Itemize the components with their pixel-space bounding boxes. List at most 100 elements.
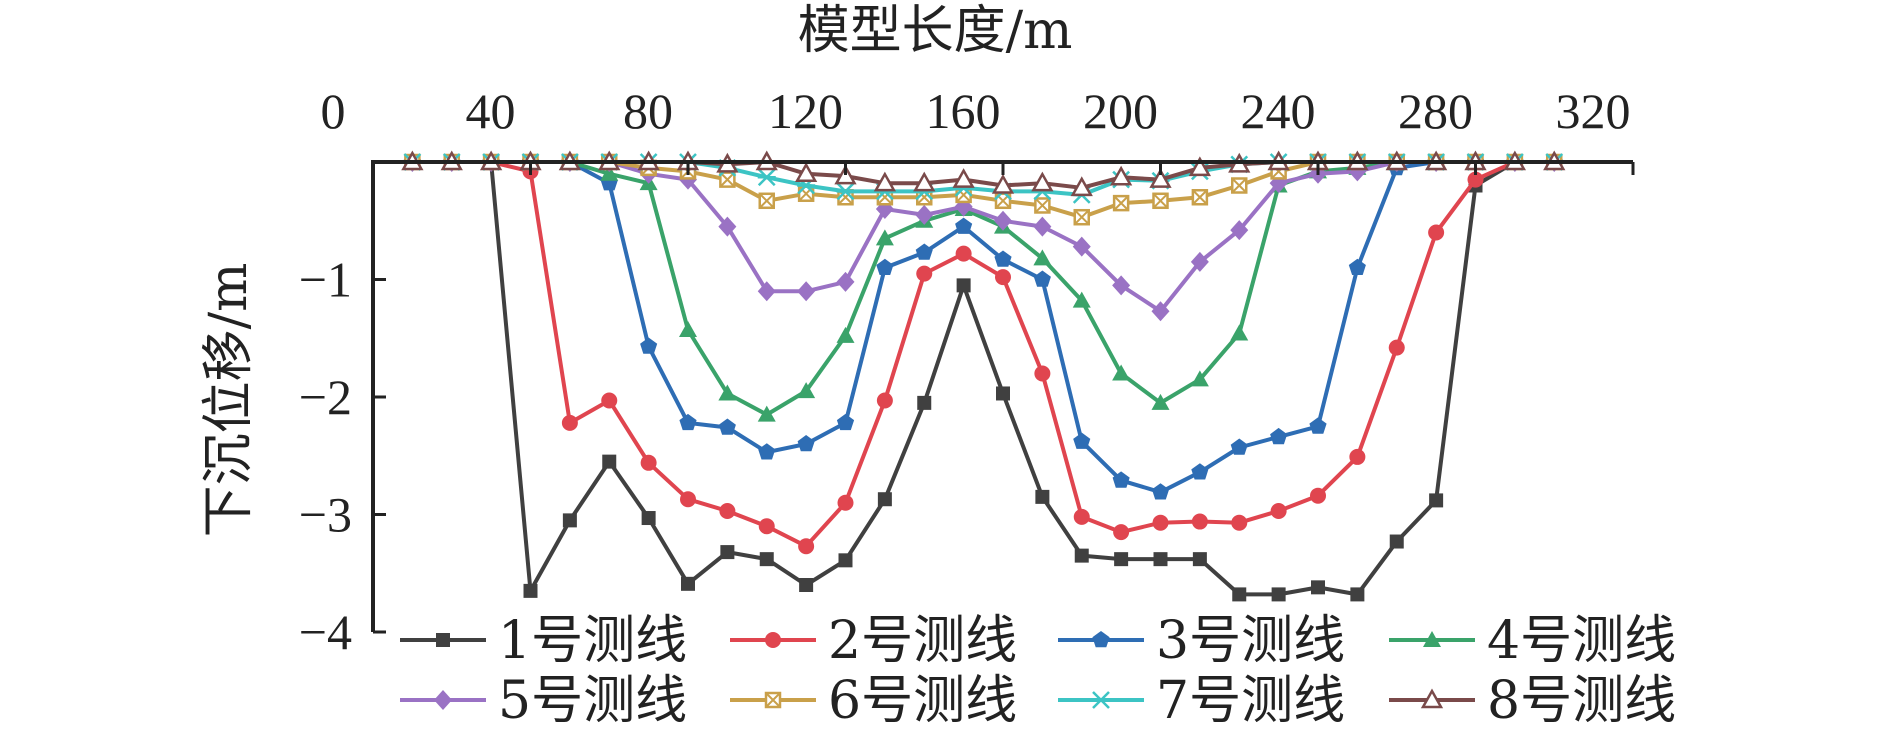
series-4-point [1112,364,1131,381]
series-2-point [1191,513,1208,530]
series-2-point [1113,524,1130,541]
series-1-point [1035,489,1050,504]
series-1-point [1192,552,1207,567]
x-tick-label: 80 [623,83,673,139]
series-2-point [837,494,854,511]
series-3-point [1230,438,1248,455]
y-tick-label: −1 [299,252,352,308]
series-1-point [996,386,1010,401]
series-2-point [1034,365,1051,382]
series-4-point [718,384,737,401]
series-3-point [1191,463,1209,480]
series-2-point [995,269,1011,286]
series-6-point [1073,208,1090,226]
series-4-point [797,382,816,399]
series-4-point [757,405,776,422]
series-3-point [915,243,933,260]
series-5-point [718,216,737,237]
series-4-point [1151,393,1170,410]
series-8-point [952,168,975,188]
legend-label: 5号测线 [498,671,687,731]
series-1-point [799,578,814,592]
series-5-point [1230,220,1249,241]
series-6-point [719,171,736,188]
legend-item: 6号测线 [730,671,1017,731]
series-4-point [1033,249,1052,266]
series-2-point [561,414,578,431]
series-5-point [1190,251,1209,272]
series-8-point [1109,165,1133,186]
series-2-point [1270,502,1287,519]
legend-item: 1号测线 [400,611,687,671]
x-tick-label: 0 [321,83,346,139]
tick-labels: 0 40 80 120 160 200 240 280 320 −1 −2 −3 −4 [299,83,1631,660]
legend-label: 1号测线 [498,611,687,671]
series-1-point [917,395,932,410]
series-5-point [757,281,776,302]
series-5-point [1033,216,1052,237]
series-8-point [913,171,936,192]
series-3-point [1151,483,1170,500]
legend-item: 2号测线 [730,611,1017,671]
x-tick-label: 120 [768,83,843,139]
series-1-point [759,552,774,567]
series-8-point [1031,171,1054,192]
y-tick-label: −4 [299,604,352,660]
series-8-point [834,164,857,185]
series-4-point [679,321,697,338]
series-1-point [1311,580,1325,595]
series-4 [403,153,1564,422]
series-5-point [915,204,934,225]
series-3-point [876,258,894,275]
legend-item: 4号测线 [1389,611,1676,671]
x-tick-label: 280 [1398,83,1473,139]
series-3-point [836,413,855,431]
series-3-point [718,418,736,435]
series-5 [403,152,1564,322]
series-1-point [1389,534,1404,549]
series-1-point [956,278,971,293]
series-1-point [877,492,892,507]
series-2-point [680,491,696,508]
series-1-point [720,545,735,560]
series-2-point [1467,171,1484,188]
series-2-point [1428,224,1445,241]
series-1-point [681,576,695,591]
x-tick-label: 40 [466,83,516,139]
series-3-point [1073,432,1091,449]
series-3-point [1348,258,1366,275]
x-tick-label: 160 [926,83,1001,139]
series-2-point [1349,448,1366,465]
series-6-point [758,192,775,210]
series-1-point [1271,587,1286,602]
series-5-point [797,281,816,302]
series-1-point [602,454,617,469]
legend-label: 7号测线 [1156,671,1345,731]
series-4-point [1190,370,1209,387]
series-1-point [1153,552,1168,567]
series-2-point [719,502,736,519]
series-2-point [758,518,775,535]
series-6-point [1231,177,1248,194]
legend-item: 8号测线 [1389,671,1676,731]
series-1-point [562,513,577,528]
series-2-point [601,392,618,409]
series-1-point [1114,552,1129,567]
series-8-point [873,171,897,192]
y-axis-title: 下沉位移/m [199,263,259,538]
series-5-point [1072,236,1091,257]
x-axis-title: 模型长度/m [798,1,1073,61]
series-3-point [679,413,697,431]
series-2 [404,154,1563,555]
legend-label: 6号测线 [828,671,1017,731]
series-2-point [1152,514,1169,531]
series-2-point [640,454,657,471]
legend-item: 5号测线 [400,671,687,731]
x-tick-label: 200 [1083,83,1158,139]
series-6-point [1152,192,1169,210]
legend-marker [765,632,781,648]
series-1-line [412,160,1555,597]
legend: 1号测线 2号测线 3号测线 4号测线 5号测线 6号测线 7号测线 8号测线 [400,611,1676,731]
series-3 [403,153,1563,500]
legend-marker [436,633,450,647]
